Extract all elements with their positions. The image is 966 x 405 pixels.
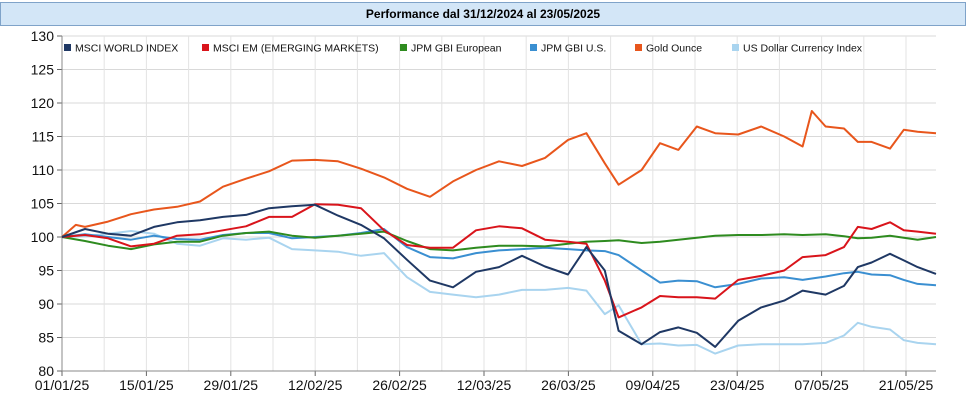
series-line-us-dollar-currency-index	[61, 230, 937, 355]
legend-swatch	[64, 44, 71, 51]
legend-label: MSCI EM (EMERGING MARKETS)	[213, 43, 379, 55]
chart-title: Performance dal 31/12/2024 al 23/05/2025	[0, 2, 966, 26]
x-tick-label: 21/05/25	[879, 377, 934, 393]
x-axis-tick-labels: 01/01/25 15/01/25 29/01/25 12/02/25 26/02/25…	[35, 377, 934, 393]
y-tick-label: 105	[31, 196, 55, 212]
y-tick-label: 130	[31, 28, 55, 44]
legend-swatch	[530, 44, 537, 51]
y-tick-label: 120	[31, 95, 55, 111]
series-line-msci-world-index	[61, 203, 937, 348]
axes	[57, 35, 936, 376]
x-tick-label: 09/04/25	[626, 377, 681, 393]
x-tick-label: 26/03/25	[541, 377, 596, 393]
series-line-msci-em-emerging-markets	[61, 203, 937, 319]
series-lines	[61, 110, 937, 355]
y-tick-label: 80	[38, 363, 54, 379]
series-line-jpm-gbi-u-s	[61, 228, 937, 289]
y-tick-label: 95	[38, 263, 54, 279]
series-line-gold-ounce	[61, 110, 937, 238]
legend-swatch	[400, 44, 407, 51]
y-tick-label: 85	[38, 330, 54, 346]
x-tick-label: 29/01/25	[204, 377, 259, 393]
x-tick-label: 12/03/25	[457, 377, 512, 393]
legend-label: JPM GBI European	[411, 43, 502, 55]
legend-swatch	[635, 44, 642, 51]
y-tick-label: 110	[32, 162, 55, 178]
y-tick-label: 125	[31, 62, 55, 78]
x-tick-label: 15/01/25	[119, 377, 174, 393]
series-line-jpm-gbi-european	[61, 230, 937, 252]
legend: MSCI WORLD INDEX MSCI EM (EMERGING MARKET…	[64, 43, 863, 55]
y-tick-label: 115	[32, 129, 55, 145]
x-tick-label: 26/02/25	[372, 377, 427, 393]
legend-label: JPM GBI U.S.	[541, 43, 606, 55]
x-tick-label: 23/04/25	[710, 377, 765, 393]
x-tick-label: 01/01/25	[35, 377, 90, 393]
y-axis-tick-labels: 80 85 90 95 100 105 110 115 120 125 130	[31, 28, 55, 379]
legend-label: Gold Ounce	[646, 43, 702, 55]
x-tick-label: 07/05/25	[794, 377, 849, 393]
legend-label: MSCI WORLD INDEX	[75, 43, 178, 55]
y-tick-label: 90	[38, 296, 54, 312]
legend-label: US Dollar Currency Index	[743, 43, 863, 55]
legend-swatch	[202, 44, 209, 51]
y-tick-label: 100	[31, 229, 55, 245]
legend-swatch	[732, 44, 739, 51]
x-tick-label: 12/02/25	[288, 377, 343, 393]
